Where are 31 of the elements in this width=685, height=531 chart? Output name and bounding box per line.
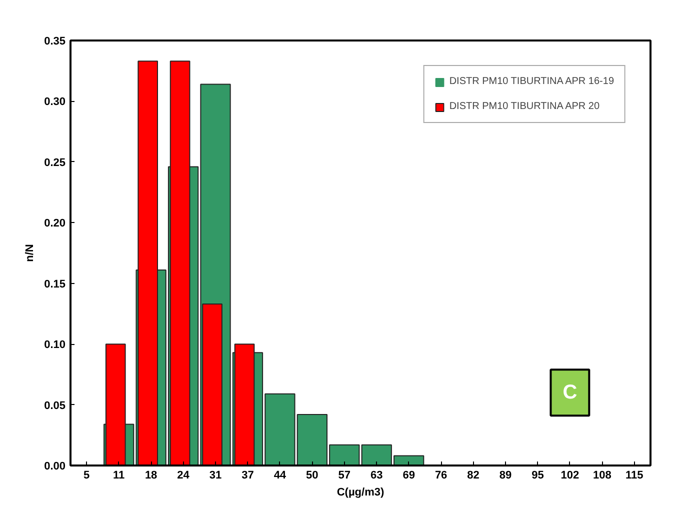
- x-tick-label: 89: [499, 470, 512, 482]
- y-tick-label: 0.15: [44, 278, 66, 290]
- x-tick-label: 24: [177, 470, 190, 482]
- x-tick-label: 50: [306, 470, 318, 482]
- x-tick-label: 18: [144, 470, 158, 482]
- x-tick-label: 102: [560, 470, 580, 482]
- y-axis-title: n/N: [24, 244, 36, 262]
- x-axis-title: C(µg/m3): [336, 486, 384, 498]
- x-tick-label: 44: [274, 470, 287, 482]
- x-tick-label: 11: [113, 470, 125, 482]
- x-tick-label: 82: [467, 470, 480, 482]
- y-tick-label: 0.10: [44, 339, 66, 352]
- y-tick-label: 0.30: [44, 96, 66, 108]
- y-tick-label: 0.25: [44, 156, 66, 169]
- x-tick-label: 115: [626, 470, 644, 482]
- x-tick-label: 76: [434, 470, 448, 482]
- x-tick-label: 95: [532, 470, 544, 482]
- y-tick-label: 0.35: [44, 36, 66, 48]
- x-tick-label: 31: [209, 470, 222, 482]
- x-tick-label: 69: [402, 470, 415, 482]
- x-tick-label: 5: [84, 470, 90, 482]
- x-tick-label: 57: [338, 470, 351, 482]
- x-tick-label: 37: [242, 470, 254, 482]
- y-tick-label: 0.20: [44, 218, 66, 230]
- legend-label: DISTR PM10 TIBURTINA APR 16-19: [449, 76, 614, 87]
- y-tick-label: 0.05: [44, 400, 66, 412]
- x-tick-label: 63: [370, 470, 383, 482]
- x-tick-label: 108: [592, 470, 612, 482]
- legend-label: DISTR PM10 TIBURTINA APR 20: [449, 101, 600, 112]
- annotation: C: [562, 382, 578, 404]
- y-tick-label: 0.00: [44, 460, 66, 472]
